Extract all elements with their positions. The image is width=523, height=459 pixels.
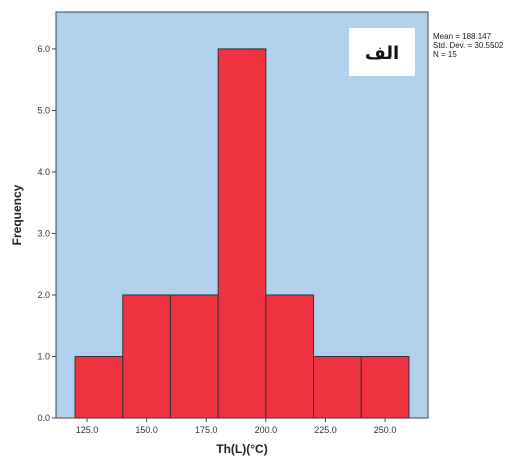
stats-mean: Mean = 188.147 — [433, 32, 492, 41]
histogram-bar-6 — [360, 355, 410, 419]
x-tick-label-0: 125.0 — [76, 425, 99, 435]
annotation-label: الف — [365, 43, 399, 64]
y-tick-label-2: 2.0 — [37, 290, 50, 300]
y-axis: 0.0 1.0 2.0 3.0 4.0 5.0 6.0 — [37, 44, 56, 423]
histogram-bar-4 — [265, 294, 315, 419]
histogram-bar-5 — [313, 355, 362, 419]
x-tick-label-2: 175.0 — [195, 425, 218, 435]
y-tick-label-1: 1.0 — [37, 351, 50, 361]
y-tick-label-0: 0.0 — [37, 413, 50, 423]
histogram-bar-2 — [169, 294, 219, 419]
stats-n: N = 15 — [433, 50, 457, 59]
histogram-bar-3 — [217, 48, 267, 419]
y-tick-label-4: 4.0 — [37, 167, 50, 177]
bar-group — [74, 48, 410, 419]
stats-std-dev: Std. Dev. = 30.5502 — [433, 41, 504, 50]
x-tick-label-4: 225.0 — [314, 425, 337, 435]
y-tick-label-3: 3.0 — [37, 228, 50, 238]
histogram-bar-0 — [74, 355, 124, 419]
annotation-box — [349, 28, 415, 76]
x-axis: 125.0 150.0 175.0 200.0 225.0 250.0 — [76, 418, 397, 435]
x-tick-label-3: 200.0 — [255, 425, 278, 435]
y-tick-label-6: 6.0 — [37, 44, 50, 54]
x-tick-label-1: 150.0 — [135, 425, 158, 435]
x-axis-title: Th(L)(°C) — [216, 442, 267, 456]
histogram-bar-1 — [122, 294, 171, 419]
y-axis-title: Frequency — [10, 184, 24, 245]
y-tick-label-5: 5.0 — [37, 105, 50, 115]
x-tick-label-5: 250.0 — [374, 425, 397, 435]
